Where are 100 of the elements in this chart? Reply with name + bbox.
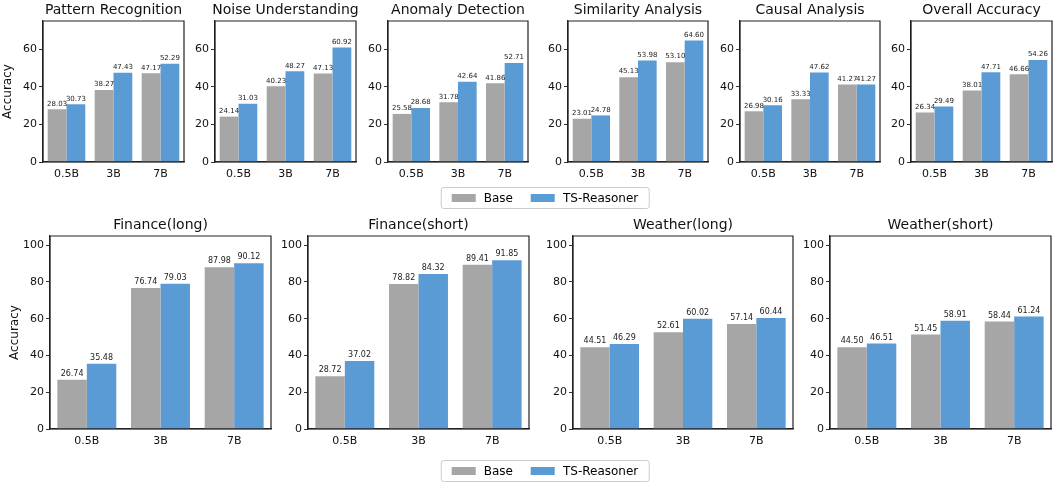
chart-title: Finance(long): [113, 215, 208, 232]
data-label: 44.50: [840, 336, 864, 346]
y-tick-label: 80: [553, 274, 567, 288]
bar: [962, 90, 982, 162]
chart-title: Similarity Analysis: [573, 0, 703, 17]
bar: [131, 287, 161, 429]
chart-title: Noise Understanding: [212, 0, 359, 17]
x-tick-label: 7B: [497, 167, 512, 181]
bar: [763, 105, 782, 162]
data-label: 26.74: [60, 368, 84, 378]
legend-label: Base: [483, 191, 513, 205]
x-tick-label: 7B: [153, 167, 168, 181]
x-tick-label: 7B: [325, 167, 340, 181]
x-tick-label: 7B: [1006, 434, 1022, 448]
chart-title: Weather(short): [887, 215, 994, 232]
y-tick-label: 20: [891, 117, 905, 131]
y-tick-label: 60: [368, 42, 382, 56]
legend-label: TS-Reasoner: [562, 191, 639, 205]
y-tick-label: 0: [37, 421, 44, 435]
bar: [1028, 59, 1048, 162]
y-tick-label: 60: [23, 42, 37, 56]
bar: [160, 283, 190, 429]
bar: [619, 77, 638, 162]
y-tick-label: 40: [288, 348, 302, 362]
bar: [285, 71, 305, 162]
x-tick-label: 0.5B: [398, 167, 424, 181]
x-tick-label: 0.5B: [854, 434, 880, 448]
bar: [727, 323, 757, 429]
data-label: 60.44: [759, 306, 783, 316]
x-tick-label: 7B: [226, 434, 242, 448]
bar: [810, 72, 829, 162]
bar: [756, 317, 786, 429]
bar: [458, 81, 477, 162]
y-tick-label: 0: [375, 154, 382, 168]
bar: [204, 267, 235, 429]
data-label: 78.82: [392, 273, 416, 283]
bar: [940, 320, 970, 429]
chart-title: Weather(long): [632, 215, 734, 232]
data-label: 28.72: [318, 365, 342, 375]
x-tick-label: 0.5B: [578, 167, 604, 181]
bar: [418, 274, 448, 429]
x-tick-label: 7B: [677, 167, 692, 181]
bar: [838, 84, 857, 162]
y-tick-label: 80: [288, 274, 302, 288]
bar: [141, 73, 161, 162]
bar: [392, 113, 412, 162]
y-tick-label: 40: [891, 79, 905, 93]
bar: [791, 99, 810, 162]
x-tick-label: 0.5B: [597, 434, 623, 448]
bar: [609, 343, 639, 429]
y-tick-label: 60: [30, 311, 44, 325]
bar: [492, 260, 522, 429]
data-label: 90.12: [237, 252, 261, 262]
y-tick-label: 20: [195, 117, 209, 131]
x-tick-label: 3B: [933, 434, 948, 448]
data-label: 58.44: [987, 310, 1011, 320]
y-tick-label: 20: [548, 117, 562, 131]
y-tick-label: 40: [553, 348, 567, 362]
x-tick-label: 7B: [749, 434, 764, 448]
x-tick-label: 0.5B: [225, 167, 252, 181]
y-tick-label: 20: [720, 117, 734, 131]
bar: [313, 73, 333, 162]
bar: [86, 363, 117, 429]
data-label: 79.03: [163, 272, 187, 282]
data-label: 46.51: [870, 332, 894, 342]
y-axis-title: Accuracy: [7, 305, 22, 360]
y-tick-label: 0: [560, 421, 567, 435]
y-tick-label: 60: [288, 311, 302, 325]
x-tick-label: 3B: [675, 434, 691, 448]
bar: [94, 90, 114, 162]
bar: [113, 72, 133, 162]
bar: [866, 343, 897, 429]
data-label: 44.51: [583, 336, 607, 346]
data-label: 89.41: [465, 253, 489, 263]
x-tick-label: 3B: [278, 167, 293, 181]
data-label: 52.61: [656, 321, 680, 331]
y-tick-label: 40: [195, 79, 209, 93]
bar: [591, 115, 610, 162]
y-tick-label: 40: [30, 348, 44, 362]
x-tick-label: 7B: [1021, 167, 1036, 181]
chart-title: Finance(short): [368, 215, 469, 232]
bar: [266, 86, 286, 162]
bar: [344, 360, 375, 429]
y-tick-label: 40: [548, 79, 562, 93]
y-tick-label: 0: [817, 421, 824, 435]
data-label: 91.85: [495, 249, 519, 259]
data-label: 84.32: [421, 263, 445, 273]
bar: [160, 63, 180, 162]
data-label: 51.45: [914, 323, 938, 333]
data-label: 60.02: [686, 307, 710, 317]
bar: [486, 83, 505, 162]
data-label: 61.24: [1017, 305, 1041, 315]
y-tick-label: 60: [195, 42, 209, 56]
bar: [683, 318, 713, 429]
y-tick-label: 0: [30, 154, 37, 168]
legend-label: Base: [483, 464, 513, 478]
y-tick-label: 40: [810, 348, 824, 362]
bar: [934, 106, 954, 162]
chart-title: Overall Accuracy: [922, 0, 1041, 17]
y-tick-label: 60: [553, 311, 567, 325]
